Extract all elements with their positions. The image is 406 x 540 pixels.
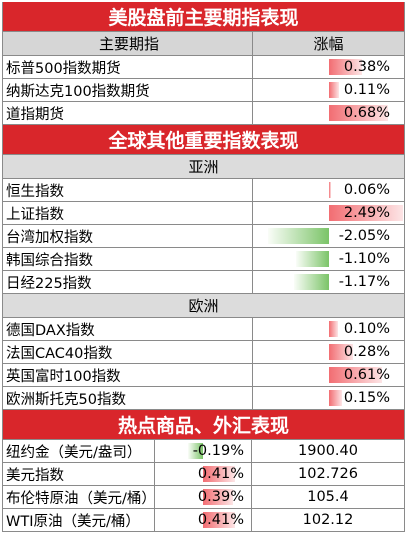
asia-index-change-cell: 2.49% [253, 202, 405, 224]
asia-index-change-bar [268, 228, 329, 244]
asia-index-row: 上证指数 2.49% [3, 202, 405, 225]
market-table: 美股盘前主要期指表现 主要期指 涨幅 标普500指数期货 0.38% 纳斯达克100… [2, 2, 405, 532]
futures-change-bar [329, 105, 389, 121]
futures-name: 道指期货 [3, 102, 253, 124]
futures-change: 0.38% [343, 59, 390, 75]
europe-index-change-bar [329, 390, 343, 406]
col-change-header: 涨幅 [253, 32, 405, 55]
commodity-change: 0.41% [197, 466, 244, 482]
europe-index-change-bar [329, 344, 354, 360]
futures-name: 标普500指数期货 [3, 56, 253, 78]
commodity-price: 102.726 [252, 463, 405, 485]
europe-index-name: 德国DAX指数 [3, 318, 253, 340]
commodity-change: 0.41% [197, 512, 244, 528]
asia-index-change-bar [329, 182, 331, 198]
asia-index-change-cell: -2.05% [253, 225, 405, 247]
commodity-name: WTI原油（美元/桶） [3, 509, 155, 531]
asia-index-row: 日经225指数 -1.17% [3, 271, 405, 294]
commodity-name: 纽约金（美元/盎司） [3, 440, 155, 462]
commodity-price: 1900.40 [252, 440, 405, 462]
commodity-name: 美元指数 [3, 463, 155, 485]
commodity-change-bar [188, 443, 203, 459]
europe-index-row: 英国富时100指数 0.61% [3, 364, 405, 387]
europe-index-change: 0.28% [343, 344, 390, 360]
asia-index-change: -2.05% [338, 228, 390, 244]
europe-index-name: 英国富时100指数 [3, 364, 253, 386]
asia-index-row: 恒生指数 0.06% [3, 179, 405, 202]
europe-index-change-cell: 0.28% [253, 341, 405, 363]
commodity-change: -0.19% [192, 443, 244, 459]
asia-index-name: 台湾加权指数 [3, 225, 253, 247]
asia-index-change-cell: -1.10% [253, 248, 405, 270]
futures-change: 0.11% [343, 82, 390, 98]
futures-row: 纳斯达克100指数期货 0.11% [3, 79, 405, 102]
asia-index-change-bar [294, 274, 329, 290]
section1-title: 美股盘前主要期指表现 [3, 2, 405, 32]
commodity-change-bar [203, 512, 235, 528]
commodity-change-cell: -0.19% [155, 440, 252, 462]
futures-row: 道指期货 0.68% [3, 102, 405, 125]
commodity-row: 美元指数 0.41% 102.726 [3, 463, 405, 486]
futures-change-cell: 0.11% [253, 79, 405, 101]
commodity-change-cell: 0.41% [155, 463, 252, 485]
asia-index-name: 韩国综合指数 [3, 248, 253, 270]
asia-index-change: -1.17% [338, 274, 390, 290]
europe-index-change: 0.15% [343, 390, 390, 406]
commodity-row: WTI原油（美元/桶） 0.41% 102.12 [3, 509, 405, 532]
europe-index-row: 法国CAC40指数 0.28% [3, 341, 405, 364]
asia-index-change-cell: -1.17% [253, 271, 405, 293]
asia-index-change-cell: 0.06% [253, 179, 405, 201]
asia-region-label: 亚洲 [3, 155, 405, 179]
europe-index-change-bar [329, 367, 383, 383]
commodity-row: 纽约金（美元/盎司） -0.19% 1900.40 [3, 440, 405, 463]
europe-index-name: 法国CAC40指数 [3, 341, 253, 363]
commodity-change-cell: 0.41% [155, 509, 252, 531]
asia-index-row: 韩国综合指数 -1.10% [3, 248, 405, 271]
asia-index-change: 2.49% [343, 205, 390, 221]
europe-index-change-cell: 0.61% [253, 364, 405, 386]
commodity-name: 布伦特原油（美元/桶） [3, 486, 155, 508]
europe-index-change-cell: 0.15% [253, 387, 405, 409]
section1-header-row: 主要期指 涨幅 [3, 32, 405, 56]
asia-index-change: 0.06% [343, 182, 390, 198]
col-name-header: 主要期指 [3, 32, 253, 55]
futures-change-bar [329, 59, 363, 75]
section2-title: 全球其他重要指数表现 [3, 125, 405, 155]
asia-index-name: 恒生指数 [3, 179, 253, 201]
commodity-row: 布伦特原油（美元/桶） 0.39% 105.4 [3, 486, 405, 509]
asia-index-change-bar [329, 205, 403, 221]
europe-index-name: 欧洲斯托克50指数 [3, 387, 253, 409]
europe-index-row: 德国DAX指数 0.10% [3, 318, 405, 341]
europe-index-change-cell: 0.10% [253, 318, 405, 340]
europe-index-change-bar [329, 321, 338, 337]
europe-index-row: 欧洲斯托克50指数 0.15% [3, 387, 405, 410]
commodity-change: 0.39% [197, 489, 244, 505]
europe-index-change: 0.10% [343, 321, 390, 337]
asia-index-name: 日经225指数 [3, 271, 253, 293]
commodity-price: 105.4 [252, 486, 405, 508]
futures-name: 纳斯达克100指数期货 [3, 79, 253, 101]
asia-index-name: 上证指数 [3, 202, 253, 224]
commodity-change-bar [203, 466, 235, 482]
section3-title: 热点商品、外汇表现 [3, 410, 405, 440]
commodity-change-bar [203, 489, 234, 505]
asia-index-row: 台湾加权指数 -2.05% [3, 225, 405, 248]
asia-index-change-bar [296, 251, 329, 267]
futures-row: 标普500指数期货 0.38% [3, 56, 405, 79]
europe-region-label: 欧洲 [3, 294, 405, 318]
futures-change: 0.68% [343, 105, 390, 121]
commodity-change-cell: 0.39% [155, 486, 252, 508]
europe-index-change: 0.61% [343, 367, 390, 383]
futures-change-cell: 0.38% [253, 56, 405, 78]
asia-index-change: -1.10% [338, 251, 390, 267]
futures-change-bar [329, 82, 339, 98]
commodity-price: 102.12 [252, 509, 405, 531]
futures-change-cell: 0.68% [253, 102, 405, 124]
